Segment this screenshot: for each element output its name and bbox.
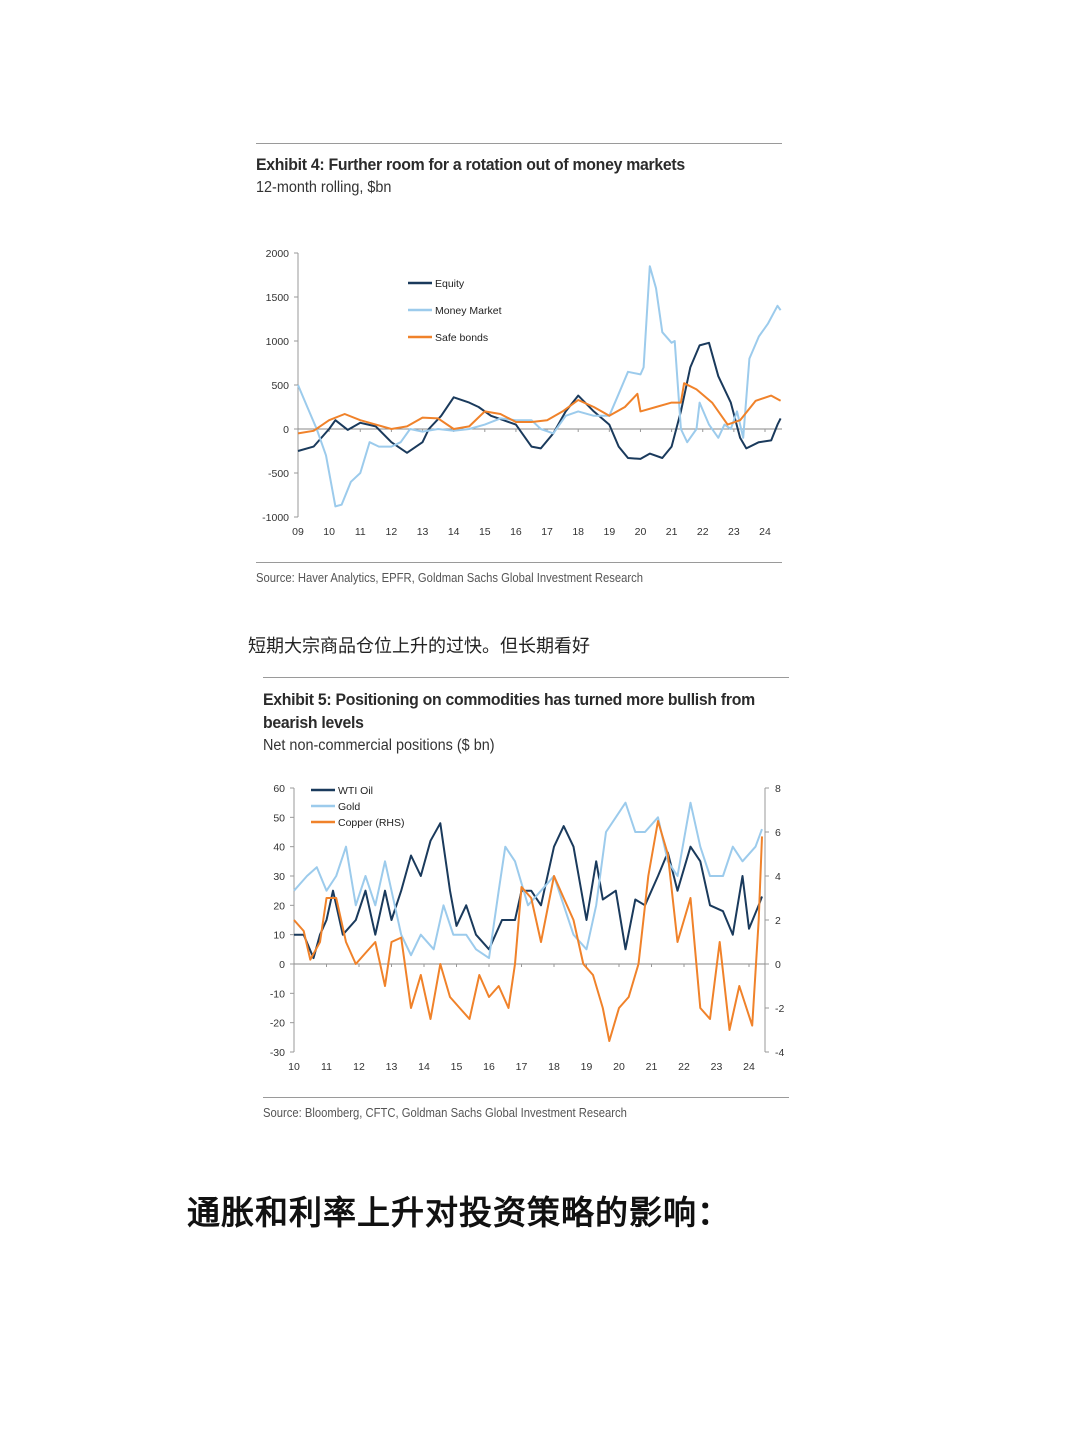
exhibit5-bottom-rule xyxy=(263,1097,789,1098)
y-tick-label: -20 xyxy=(270,1018,285,1030)
y-tick-label: -30 xyxy=(270,1047,285,1059)
legend-label: Money Market xyxy=(435,305,502,317)
legend-label: Equity xyxy=(435,278,465,290)
x-tick-label: 14 xyxy=(448,526,460,538)
x-tick-label: 18 xyxy=(572,526,584,538)
series-line-money-market xyxy=(297,265,782,508)
y-tick-label: 2000 xyxy=(266,248,290,260)
x-tick-label: 10 xyxy=(288,1061,300,1073)
x-tick-label: 17 xyxy=(541,526,553,538)
y2-tick-label: 0 xyxy=(775,959,781,971)
x-tick-label: 12 xyxy=(386,526,398,538)
exhibit5-top-rule xyxy=(263,677,789,678)
exhibit4-subtitle: 12-month rolling, $bn xyxy=(256,179,392,196)
y-tick-label: 40 xyxy=(273,842,285,854)
x-tick-label: 19 xyxy=(603,526,615,538)
x-tick-label: 21 xyxy=(666,526,678,538)
x-tick-label: 11 xyxy=(355,526,366,538)
y-tick-label: 50 xyxy=(273,812,285,824)
x-tick-label: 21 xyxy=(646,1061,658,1073)
x-tick-label: 23 xyxy=(728,526,740,538)
x-tick-label: 15 xyxy=(451,1061,463,1073)
y-tick-label: -500 xyxy=(268,468,289,480)
y-tick-label: 500 xyxy=(271,380,289,392)
y2-tick-label: -4 xyxy=(775,1047,784,1059)
x-tick-label: 11 xyxy=(321,1061,332,1073)
exhibit5-source: Source: Bloomberg, CFTC, Goldman Sachs G… xyxy=(263,1106,627,1120)
x-tick-label: 14 xyxy=(418,1061,430,1073)
y-tick-label: 30 xyxy=(273,871,285,883)
y-tick-label: 60 xyxy=(273,783,285,795)
exhibit4-title: Exhibit 4: Further room for a rotation o… xyxy=(256,155,685,174)
y2-tick-label: 6 xyxy=(775,827,781,839)
x-tick-label: 15 xyxy=(479,526,491,538)
x-tick-label: 20 xyxy=(635,526,647,538)
x-tick-label: 24 xyxy=(743,1061,755,1073)
x-tick-label: 13 xyxy=(417,526,429,538)
y-tick-label: 0 xyxy=(283,424,289,436)
y-tick-label: 20 xyxy=(273,900,285,912)
exhibit5-subtitle: Net non-commercial positions ($ bn) xyxy=(263,737,495,754)
exhibit4-bottom-rule xyxy=(256,562,782,563)
x-tick-label: 17 xyxy=(516,1061,528,1073)
series-line-wti-oil xyxy=(294,822,763,960)
x-tick-label: 13 xyxy=(386,1061,398,1073)
y-tick-label: -1000 xyxy=(262,512,289,524)
section-heading: 通胀和利率上升对投资策略的影响： xyxy=(187,1193,731,1232)
body-text: 短期大宗商品仓位上升的过快。但长期看好 xyxy=(248,636,590,657)
x-tick-label: 18 xyxy=(548,1061,560,1073)
exhibit4-top-rule xyxy=(256,143,782,144)
y-tick-label: 1000 xyxy=(266,336,290,348)
exhibit5-title-line2: bearish levels xyxy=(263,713,364,732)
series-line-gold xyxy=(293,801,763,960)
legend-label: Gold xyxy=(338,801,360,813)
x-tick-label: 20 xyxy=(613,1061,625,1073)
y-tick-label: -10 xyxy=(270,988,285,1000)
series-line-copper-rhs- xyxy=(293,820,763,1042)
x-tick-label: 16 xyxy=(483,1061,495,1073)
x-tick-label: 22 xyxy=(697,526,709,538)
legend-label: Safe bonds xyxy=(435,332,488,344)
x-tick-label: 12 xyxy=(353,1061,365,1073)
exhibit4-source: Source: Haver Analytics, EPFR, Goldman S… xyxy=(256,571,644,585)
legend-label: Copper (RHS) xyxy=(338,817,405,829)
x-tick-label: 24 xyxy=(759,526,771,538)
x-tick-label: 09 xyxy=(292,526,304,538)
x-tick-label: 23 xyxy=(711,1061,723,1073)
y2-tick-label: 8 xyxy=(775,783,781,795)
x-tick-label: 22 xyxy=(678,1061,690,1073)
x-tick-label: 10 xyxy=(323,526,335,538)
y2-tick-label: 4 xyxy=(775,871,781,883)
legend-label: WTI Oil xyxy=(338,785,373,797)
exhibit5-title-line1: Exhibit 5: Positioning on commodities ha… xyxy=(263,690,755,709)
x-tick-label: 19 xyxy=(581,1061,593,1073)
y2-tick-label: 2 xyxy=(775,915,781,927)
y-tick-label: 1500 xyxy=(266,292,290,304)
y-tick-label: 0 xyxy=(279,959,285,971)
series-line-safe-bonds xyxy=(297,382,782,435)
x-tick-label: 16 xyxy=(510,526,522,538)
y2-tick-label: -2 xyxy=(775,1003,784,1015)
y-tick-label: 10 xyxy=(273,930,285,942)
series-line-equity xyxy=(297,341,782,460)
